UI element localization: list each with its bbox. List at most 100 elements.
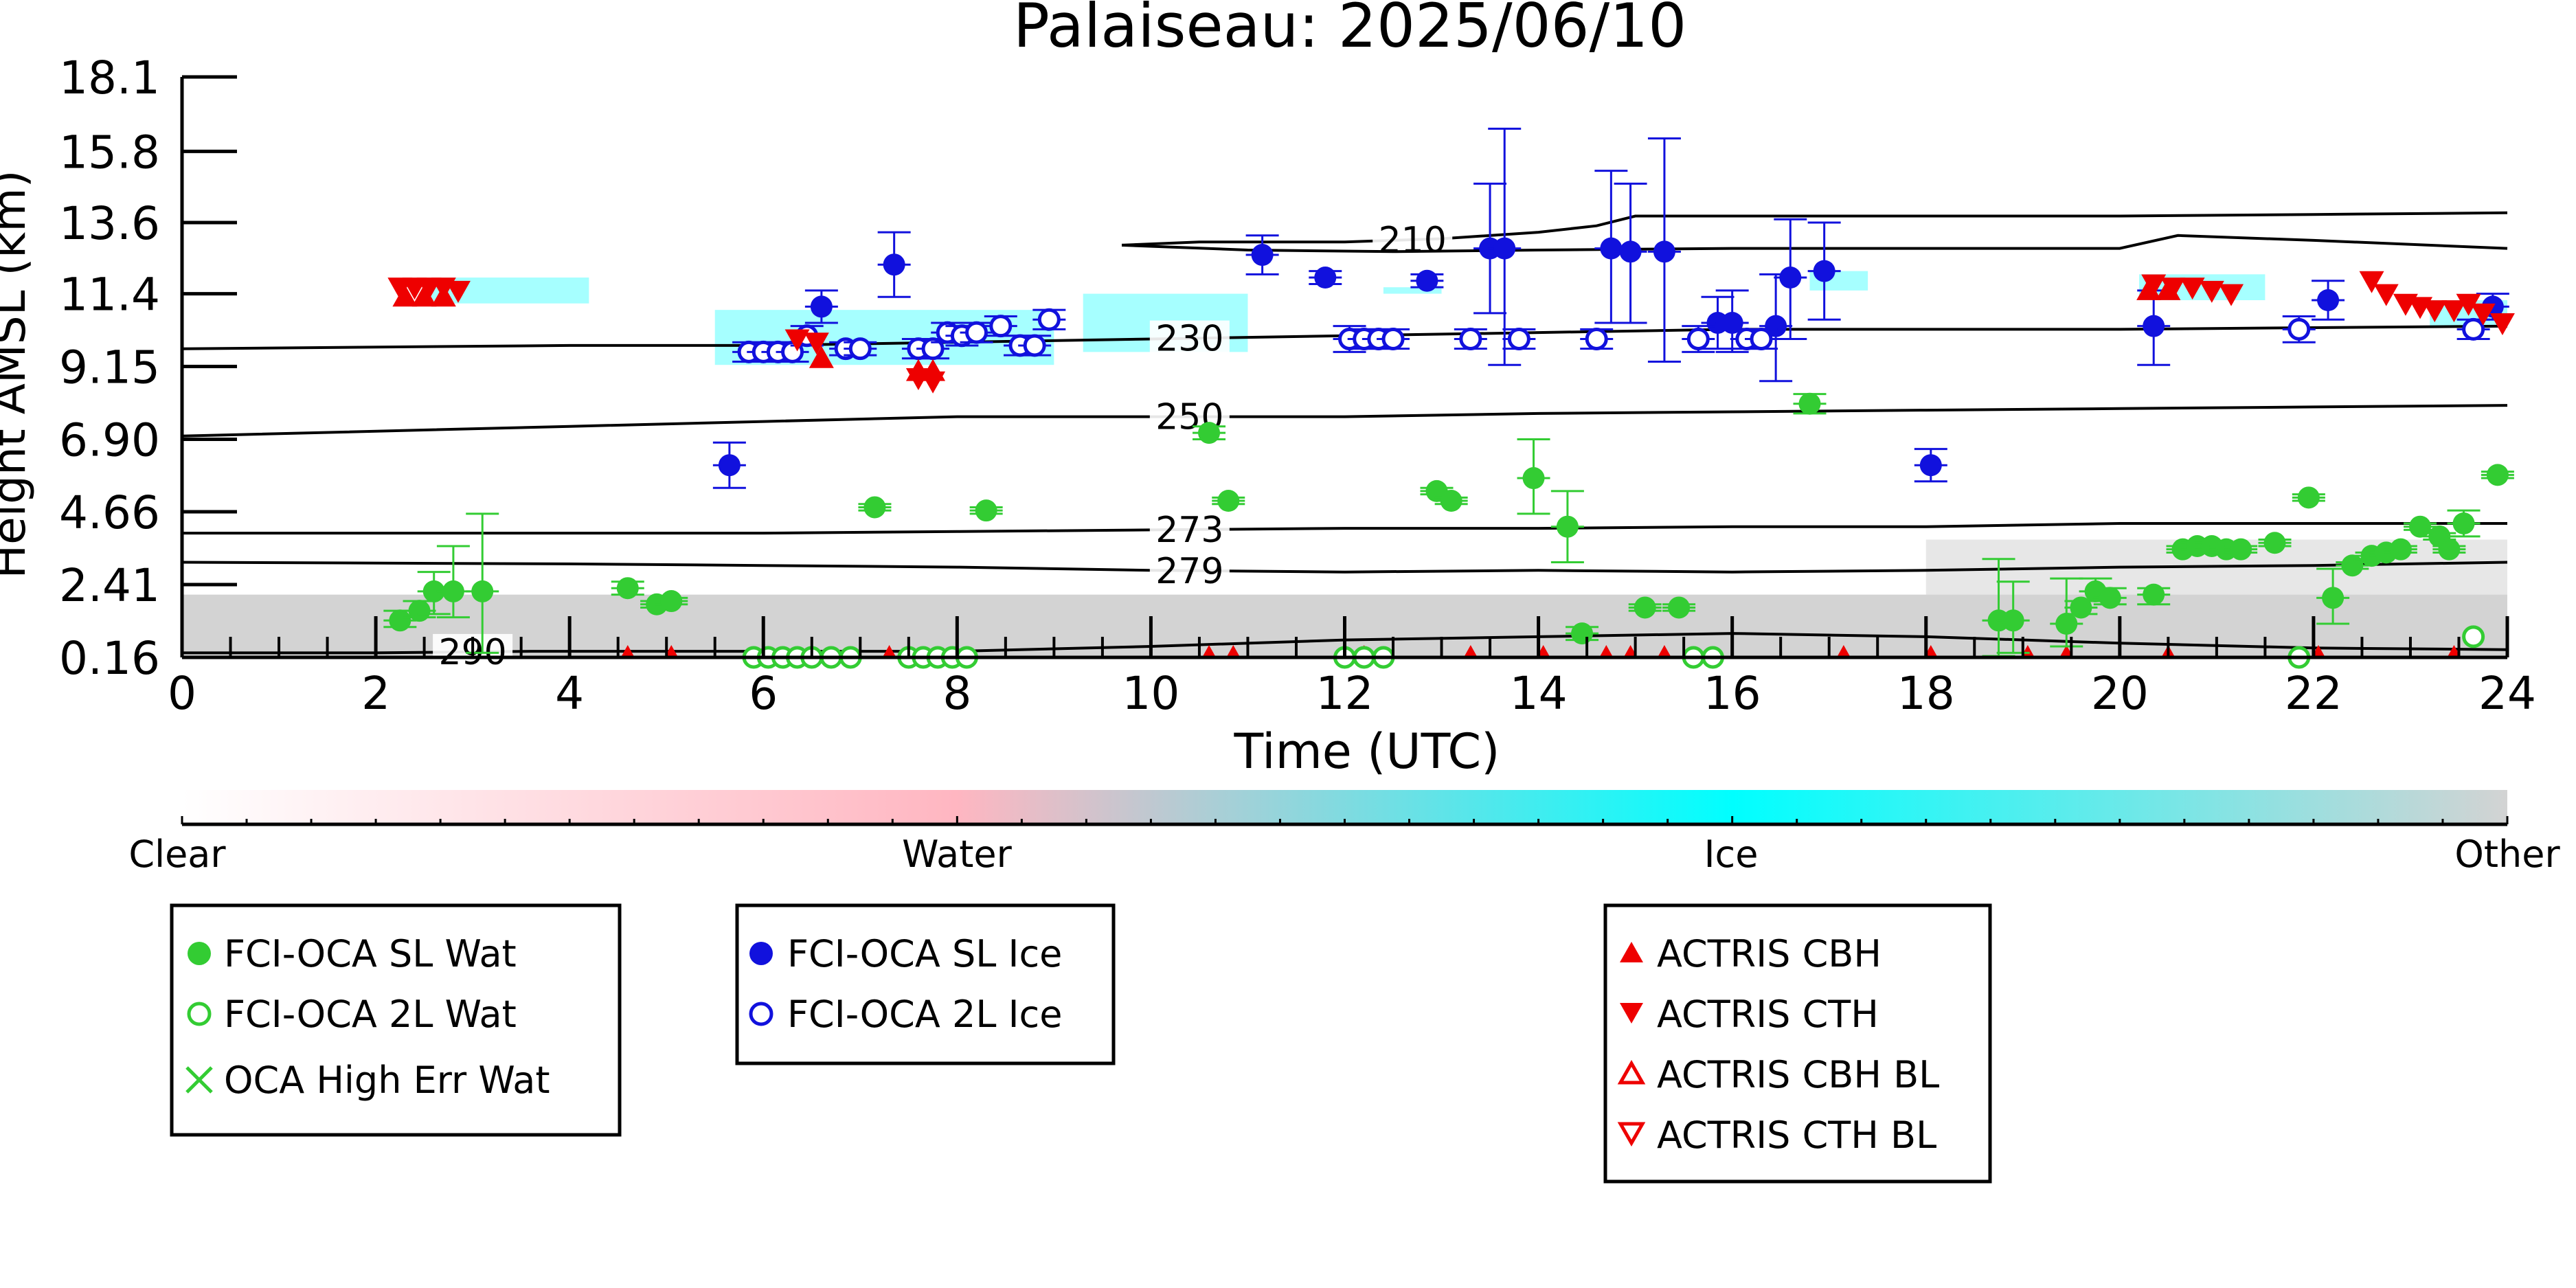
x-tick-label: 6 bbox=[749, 667, 778, 720]
data-point bbox=[2409, 515, 2432, 538]
x-tick-label: 0 bbox=[168, 667, 196, 720]
data-point bbox=[442, 580, 464, 602]
x-tick-label: 8 bbox=[942, 667, 971, 720]
data-point bbox=[1459, 328, 1482, 351]
legend-label-2l-ice: FCI-OCA 2L Ice bbox=[787, 993, 1062, 1036]
x-tick-label: 22 bbox=[2285, 667, 2342, 720]
data-point bbox=[1556, 515, 1579, 538]
surface-marker bbox=[1836, 645, 1851, 657]
data-point bbox=[863, 496, 886, 519]
data-point bbox=[1571, 622, 1594, 645]
legend-label-sl-ice: FCI-OCA SL Ice bbox=[787, 932, 1062, 975]
data-point bbox=[2359, 271, 2384, 293]
data-point bbox=[921, 337, 945, 361]
data-point bbox=[2180, 278, 2205, 300]
data-point bbox=[2462, 317, 2485, 341]
data-point bbox=[2287, 317, 2311, 341]
data-point bbox=[718, 454, 741, 477]
contour-label: 210 bbox=[1379, 220, 1447, 261]
x-tick-label: 4 bbox=[555, 667, 584, 720]
surface-marker bbox=[620, 645, 635, 657]
data-point bbox=[1779, 267, 1802, 289]
data-point bbox=[2462, 625, 2485, 648]
data-point bbox=[810, 295, 833, 318]
data-point bbox=[2219, 284, 2244, 306]
x-tick-label: 12 bbox=[1316, 667, 1374, 720]
data-point bbox=[2199, 280, 2224, 303]
legend-label-cth-bl: ACTRIS CTH BL bbox=[1657, 1114, 1936, 1157]
x-tick-label: 10 bbox=[1122, 667, 1179, 720]
legend-marker-sl-ice bbox=[749, 942, 773, 965]
data-point bbox=[2136, 278, 2162, 300]
data-point bbox=[660, 590, 683, 613]
data-point bbox=[411, 284, 437, 307]
data-point bbox=[1585, 328, 1608, 351]
legend-ice: FCI-OCA SL Ice FCI-OCA 2L Ice bbox=[735, 903, 1116, 1065]
x-tick-label: 20 bbox=[2091, 667, 2149, 720]
legend-ice-box bbox=[735, 903, 1116, 1065]
legend-water-box bbox=[170, 903, 622, 1137]
legend-marker-2l-ice bbox=[749, 1002, 773, 1026]
data-series bbox=[383, 127, 2515, 669]
data-point bbox=[883, 253, 905, 276]
temperature-contours: 210230250273279290 bbox=[181, 211, 2508, 673]
data-point bbox=[975, 499, 997, 522]
legend-label-high-err-wat: OCA High Err Wat bbox=[224, 1059, 550, 1102]
data-point bbox=[1037, 308, 1061, 331]
ice-cloud-region bbox=[1383, 287, 1442, 294]
axes: 0 2 4 6 8 10 12 14 16 18 20 22 240.162.414.666.909.1… bbox=[59, 52, 2536, 720]
data-point bbox=[389, 609, 411, 632]
data-point bbox=[809, 346, 834, 368]
data-point bbox=[1813, 260, 1835, 282]
contour-label-bg bbox=[1149, 320, 1230, 357]
data-point bbox=[2143, 583, 2165, 606]
surface-marker bbox=[2059, 645, 2074, 657]
data-point bbox=[616, 577, 639, 600]
data-point bbox=[965, 321, 988, 344]
data-point bbox=[1251, 244, 1274, 267]
data-point bbox=[1619, 240, 1642, 263]
data-point bbox=[2486, 464, 2509, 486]
x-tick-label: 16 bbox=[1704, 667, 1761, 720]
legend-label-2l-wat: FCI-OCA 2L Wat bbox=[224, 993, 517, 1036]
legend-water: FCI-OCA SL Wat FCI-OCA 2L Wat OCA High E… bbox=[170, 903, 622, 1137]
contour-label-bg bbox=[1149, 511, 1230, 547]
data-point bbox=[1653, 240, 1675, 263]
chart-title: Palaiseau: 2025/06/10 bbox=[1013, 0, 1686, 61]
y-tick-label: 2.41 bbox=[59, 559, 160, 612]
legend-actris: ACTRIS CBH ACTRIS CTH ACTRIS CBH BL ACTR… bbox=[1603, 903, 1992, 1184]
data-point bbox=[2141, 274, 2167, 297]
plot-area: 210230250273279290 024681012141618202224… bbox=[59, 52, 2536, 720]
contour-line bbox=[182, 522, 2507, 535]
data-point bbox=[2055, 613, 2078, 635]
data-point bbox=[2341, 554, 2364, 577]
data-point bbox=[1634, 596, 1656, 619]
data-point bbox=[2452, 512, 2475, 534]
surface-marker bbox=[1599, 645, 1614, 657]
data-point bbox=[1750, 328, 1773, 351]
x-axis-label: Time (UTC) bbox=[1234, 723, 1500, 780]
surface-marker bbox=[882, 645, 896, 657]
contour-label-bg bbox=[1149, 552, 1230, 589]
contour-line bbox=[1122, 211, 2508, 247]
legend-marker-cbh bbox=[1620, 942, 1643, 962]
data-point bbox=[1314, 267, 1337, 289]
x-tick-label: 24 bbox=[2478, 667, 2536, 720]
surface-marker bbox=[1623, 645, 1638, 657]
legend-marker-cth-bl bbox=[1617, 1122, 1646, 1147]
contour-line bbox=[181, 561, 2508, 574]
surface-marker bbox=[1463, 645, 1478, 657]
legend-label-cth: ACTRIS CTH bbox=[1657, 993, 1879, 1036]
legend-marker-cbh-bl bbox=[1617, 1059, 1646, 1085]
data-point bbox=[989, 315, 1013, 338]
data-point bbox=[848, 337, 872, 361]
data-point bbox=[2099, 587, 2121, 609]
x-tick-label: 14 bbox=[1510, 667, 1568, 720]
data-point bbox=[1381, 328, 1405, 351]
surface-marker bbox=[1202, 645, 1217, 657]
data-point bbox=[1919, 454, 1942, 477]
data-point bbox=[1798, 392, 1821, 415]
contour-label: 279 bbox=[1155, 551, 1223, 592]
data-point bbox=[2317, 289, 2340, 311]
